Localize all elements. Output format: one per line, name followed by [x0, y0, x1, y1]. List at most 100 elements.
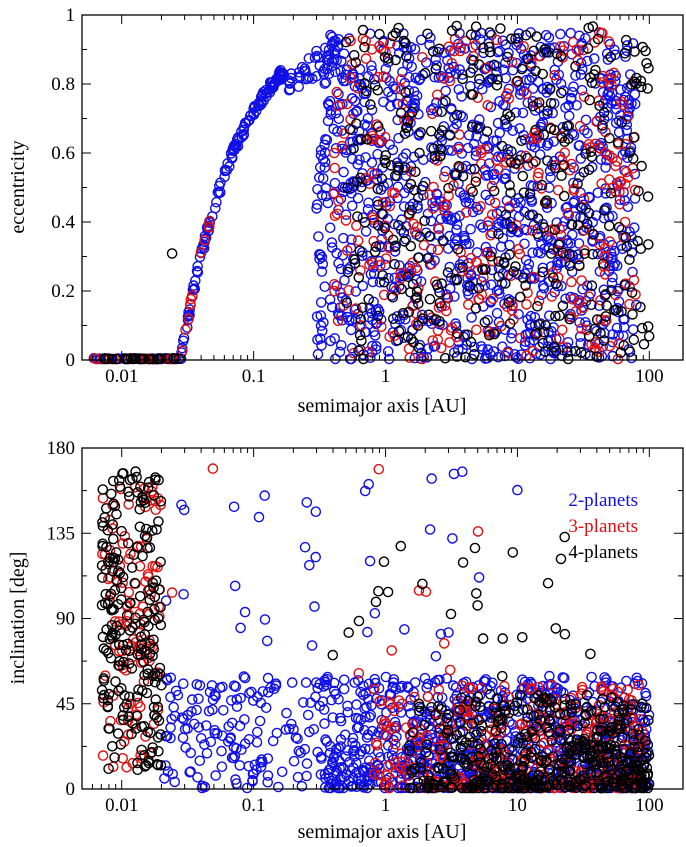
- data-point-4-planets: [474, 701, 486, 713]
- data-point-4-planets: [559, 136, 570, 147]
- data-point-4-planets: [130, 618, 141, 630]
- data-point-3-planets: [478, 271, 489, 283]
- data-point-4-planets: [405, 240, 417, 252]
- data-point-4-planets: [604, 743, 616, 754]
- data-point-4-planets: [438, 235, 449, 247]
- data-point-4-planets: [553, 767, 564, 778]
- data-point-4-planets: [498, 700, 509, 712]
- data-point-2-planets: [626, 247, 638, 258]
- data-point-4-planets: [498, 257, 510, 268]
- data-point-4-planets: [586, 299, 597, 311]
- data-point-2-planets: [352, 159, 364, 170]
- data-point-4-planets: [390, 240, 401, 252]
- data-point-3-planets: [381, 770, 392, 782]
- data-point-4-planets: [355, 133, 367, 145]
- data-point-3-planets: [397, 780, 408, 791]
- y-tick-label: 0: [66, 779, 76, 800]
- data-point-4-planets: [554, 709, 566, 720]
- data-point-4-planets: [134, 591, 146, 602]
- data-point-4-planets: [643, 749, 655, 761]
- data-point-2-planets: [363, 478, 375, 490]
- legend-3-planets: 3-planets: [568, 516, 638, 537]
- data-point-4-planets: [153, 715, 165, 726]
- data-point-2-planets: [310, 691, 321, 703]
- data-point-2-planets: [325, 763, 337, 774]
- data-point-4-planets: [628, 334, 640, 346]
- data-point-2-planets: [622, 152, 633, 164]
- data-point-4-planets: [573, 738, 585, 749]
- data-point-4-planets: [539, 44, 550, 55]
- data-point-4-planets: [411, 292, 422, 303]
- data-point-2-planets: [443, 627, 454, 638]
- data-point-3-planets: [386, 645, 398, 656]
- data-point-4-planets: [472, 600, 483, 611]
- data-point-2-planets: [353, 767, 365, 778]
- data-point-3-planets: [552, 272, 564, 283]
- data-point-2-planets: [319, 139, 330, 151]
- data-point-2-planets: [484, 194, 496, 206]
- data-point-4-planets: [457, 73, 468, 85]
- data-point-4-planets: [149, 604, 160, 615]
- data-point-3-planets: [456, 265, 468, 277]
- data-point-4-planets: [555, 50, 567, 62]
- data-point-4-planets: [546, 696, 558, 708]
- data-point-4-planets: [600, 732, 611, 744]
- data-point-2-planets: [486, 227, 498, 239]
- data-point-2-planets: [326, 301, 338, 313]
- data-point-3-planets: [619, 216, 631, 228]
- data-point-4-planets: [400, 87, 412, 98]
- data-point-4-planets: [103, 353, 114, 364]
- data-point-3-planets: [328, 187, 340, 199]
- data-point-4-planets: [108, 533, 119, 545]
- data-point-3-planets: [411, 221, 423, 233]
- data-point-2-planets: [592, 248, 604, 260]
- data-point-3-planets: [589, 37, 601, 48]
- data-point-2-planets: [407, 198, 419, 210]
- data-point-4-planets: [396, 283, 407, 295]
- data-point-3-planets: [515, 332, 526, 344]
- data-point-2-planets: [234, 760, 246, 771]
- data-point-4-planets: [496, 670, 508, 682]
- data-point-4-planets: [99, 353, 111, 364]
- data-point-2-planets: [392, 181, 404, 193]
- data-point-3-planets: [396, 756, 408, 768]
- data-point-2-planets: [302, 709, 314, 721]
- data-point-3-planets: [104, 571, 116, 583]
- data-point-2-planets: [223, 721, 234, 732]
- data-point-4-planets: [466, 121, 478, 133]
- data-point-2-planets: [351, 699, 362, 710]
- data-point-2-planets: [184, 309, 195, 320]
- data-point-2-planets: [284, 83, 296, 95]
- data-point-3-planets: [604, 236, 616, 247]
- data-point-4-planets: [354, 245, 366, 256]
- data-point-2-planets: [230, 774, 241, 785]
- data-point-4-planets: [148, 490, 160, 501]
- data-point-4-planets: [414, 147, 425, 159]
- data-point-2-planets: [362, 626, 373, 638]
- data-point-2-planets: [165, 672, 177, 684]
- data-point-3-planets: [380, 729, 391, 741]
- data-point-4-planets: [620, 34, 632, 46]
- data-point-4-planets: [108, 475, 119, 487]
- data-point-2-planets: [165, 691, 176, 703]
- data-point-2-planets: [442, 210, 454, 222]
- data-point-2-planets: [333, 257, 344, 269]
- x-tick-label: 0.1: [242, 366, 266, 387]
- data-point-2-planets: [260, 702, 272, 714]
- data-point-2-planets: [177, 678, 189, 690]
- data-point-4-planets: [579, 752, 590, 764]
- data-point-2-planets: [402, 681, 413, 692]
- data-point-4-planets: [549, 224, 561, 236]
- data-point-4-planets: [116, 582, 127, 594]
- data-point-3-planets: [483, 216, 494, 227]
- data-point-2-planets: [537, 262, 549, 274]
- data-point-2-planets: [332, 41, 344, 53]
- data-point-2-planets: [594, 300, 605, 312]
- data-point-4-planets: [599, 701, 611, 713]
- data-point-2-planets: [430, 651, 442, 662]
- data-point-4-planets: [559, 531, 571, 543]
- data-point-4-planets: [637, 698, 648, 709]
- data-point-4-planets: [372, 183, 384, 195]
- data-point-2-planets: [242, 115, 254, 127]
- data-point-2-planets: [284, 77, 296, 89]
